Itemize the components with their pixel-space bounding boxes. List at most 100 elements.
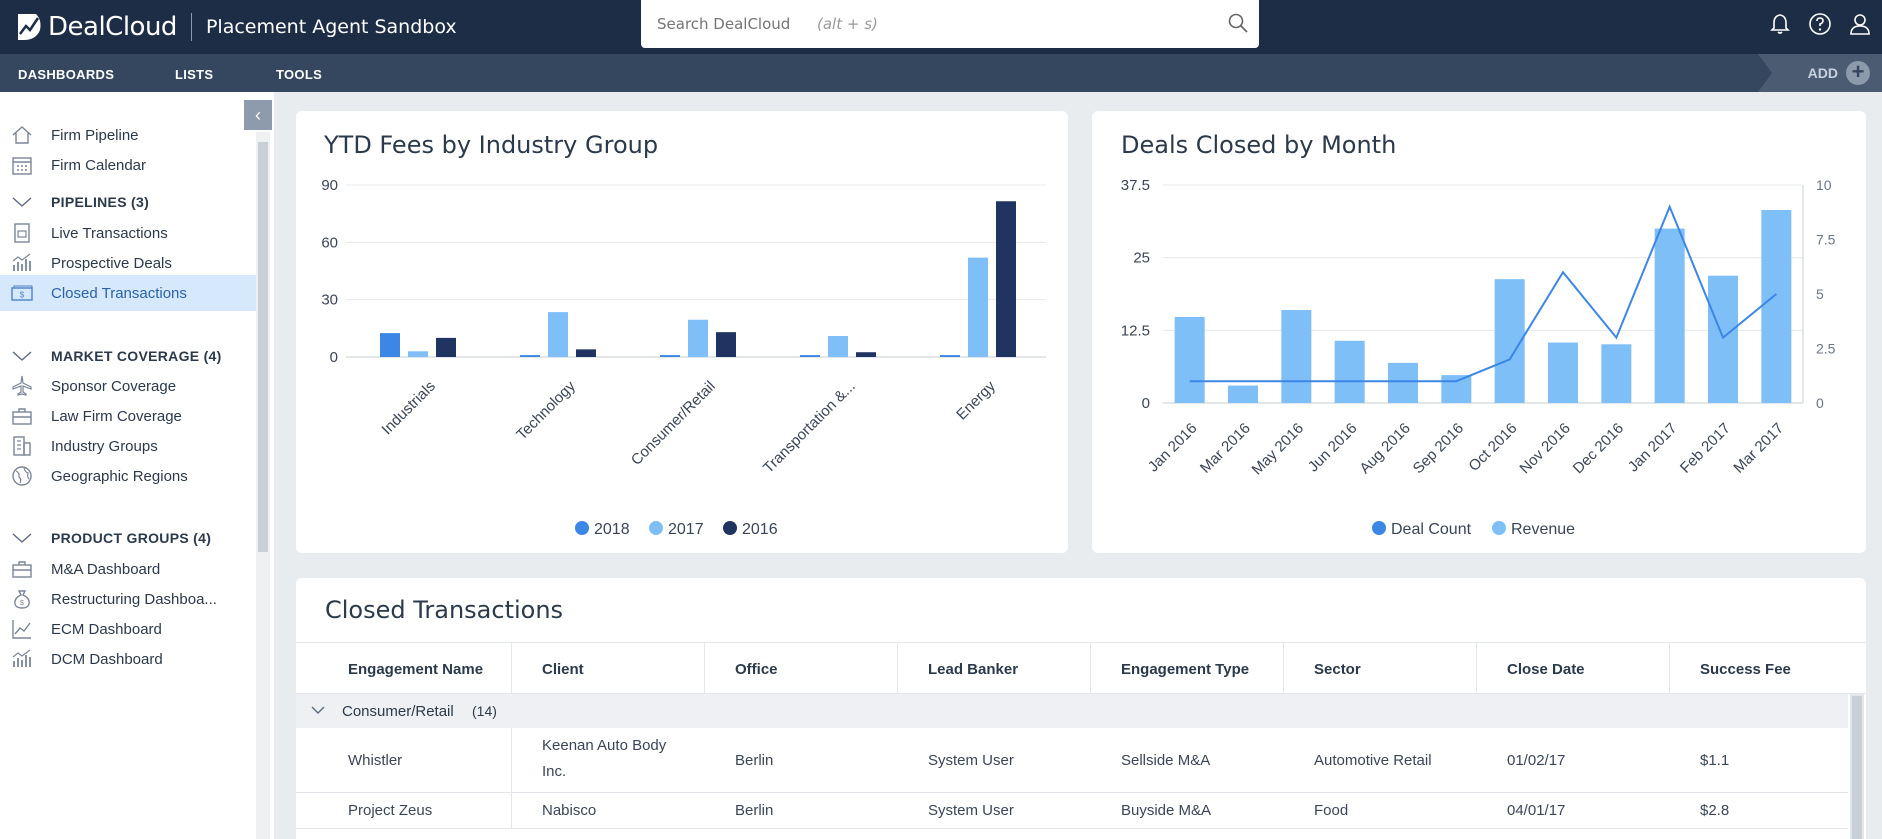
bar-2017[interactable] (548, 312, 568, 357)
column-header[interactable]: Success Fee (1700, 661, 1791, 678)
bar-revenue[interactable] (1228, 385, 1258, 403)
table-cell[interactable]: Project Zeus (348, 802, 433, 819)
bar-revenue[interactable] (1441, 375, 1472, 403)
bar-2017[interactable] (968, 257, 988, 357)
table-row[interactable]: Project Zeus Nabisco Berlin System User Buys… (296, 793, 1848, 829)
bar-2016[interactable] (576, 349, 596, 357)
bar-2016[interactable] (996, 201, 1016, 357)
help-icon[interactable] (1806, 10, 1834, 38)
bar-revenue[interactable] (1494, 279, 1525, 403)
table-row[interactable]: Whistler Keenan Auto Body Inc. Berlin Syste… (296, 728, 1848, 793)
legend-marker[interactable] (1372, 521, 1386, 535)
bar-2018[interactable] (660, 355, 680, 357)
column-divider[interactable] (1476, 643, 1477, 695)
chevron-down-icon[interactable] (10, 526, 34, 550)
sidebar-item-firm-pipeline[interactable]: Firm Pipeline (0, 117, 256, 153)
add-label[interactable]: ADD (1807, 65, 1838, 81)
bar-revenue[interactable] (1708, 275, 1738, 403)
legend-marker[interactable] (1492, 521, 1506, 535)
column-divider[interactable] (1283, 643, 1284, 695)
chevron-down-icon[interactable] (10, 344, 34, 368)
bar-2017[interactable] (408, 351, 428, 357)
add-icon[interactable]: + (1846, 61, 1870, 85)
bar-revenue[interactable] (1601, 344, 1632, 403)
column-header[interactable]: Engagement Name (348, 661, 484, 678)
bar-revenue[interactable] (1654, 228, 1685, 403)
column-divider[interactable] (897, 643, 898, 695)
sidebar-item-restructuring-dashboa[interactable]: $ Restructuring Dashboa... (0, 581, 256, 617)
bar-revenue[interactable] (1174, 316, 1205, 403)
logo[interactable]: DealCloud (16, 12, 177, 42)
column-divider[interactable] (704, 643, 705, 695)
bar-2018[interactable] (940, 355, 960, 357)
table-cell: 01/02/17 (1507, 751, 1566, 769)
bar-revenue[interactable] (1388, 362, 1418, 403)
column-header[interactable]: Sector (1314, 661, 1361, 678)
bar-2018[interactable] (380, 333, 400, 357)
sidebar-item-sponsor-coverage[interactable]: Sponsor Coverage (0, 368, 256, 404)
chevron-down-icon[interactable] (10, 190, 34, 214)
sidebar-item-industry-groups[interactable]: Industry Groups (0, 428, 256, 464)
bar-2018[interactable] (800, 355, 820, 357)
nav-lists[interactable]: LISTS (175, 67, 214, 82)
table-header: Engagement Name Client Office Lead Banker En… (296, 642, 1866, 695)
table-cell[interactable]: Whistler (348, 751, 403, 769)
bar-revenue[interactable] (1548, 342, 1578, 403)
sidebar-item-live-transactions[interactable]: Live Transactions (0, 215, 256, 251)
group-row-consumer-retail[interactable]: Consumer/Retail (14) (296, 694, 1848, 728)
legend-marker[interactable] (649, 521, 663, 535)
sidebar-item-dcm-dashboard[interactable]: DCM Dashboard (0, 641, 256, 677)
collapse-sidebar-button[interactable]: ‹ (244, 100, 272, 130)
legend-label[interactable]: Deal Count (1391, 521, 1472, 538)
column-header[interactable]: Client (542, 661, 584, 678)
search-icon[interactable] (1227, 12, 1249, 34)
nav-tools[interactable]: TOOLS (276, 67, 323, 82)
home-icon (10, 123, 34, 147)
sidebar-item-m-a-dashboard[interactable]: M&A Dashboard (0, 551, 256, 587)
legend-marker[interactable] (575, 521, 589, 535)
y-tick-label: 30 (321, 292, 338, 309)
line-deal-count[interactable] (1189, 204, 1777, 383)
building-icon (10, 434, 34, 458)
bar-revenue[interactable] (1281, 309, 1312, 403)
sidebar-item-closed-transactions[interactable]: $ Closed Transactions (0, 275, 256, 311)
column-divider[interactable] (511, 643, 512, 695)
sidebar-scrollbar[interactable] (258, 142, 268, 552)
bar-2018[interactable] (520, 355, 540, 357)
bar-2016[interactable] (856, 352, 876, 357)
sidebar-group-product-groups-4[interactable]: PRODUCT GROUPS (4) (0, 520, 256, 556)
bar-2016[interactable] (436, 337, 456, 357)
bell-icon[interactable] (1766, 10, 1794, 38)
nav-dashboards[interactable]: DASHBOARDS (18, 67, 115, 82)
sidebar-group-market-coverage-4[interactable]: MARKET COVERAGE (4) (0, 338, 256, 374)
bar-revenue[interactable] (1761, 209, 1792, 403)
bar-2017[interactable] (828, 335, 848, 357)
add-area[interactable]: ADD + (1758, 54, 1882, 92)
sidebar-item-geographic-regions[interactable]: Geographic Regions (0, 458, 256, 494)
sidebar-item-ecm-dashboard[interactable]: ECM Dashboard (0, 611, 256, 647)
sidebar-group-pipelines-3[interactable]: PIPELINES (3) (0, 184, 256, 220)
column-header[interactable]: Office (735, 661, 778, 678)
legend-label[interactable]: 2016 (742, 521, 778, 538)
sidebar-item-law-firm-coverage[interactable]: Law Firm Coverage (0, 398, 256, 434)
chevron-down-icon[interactable] (310, 702, 326, 718)
bar-2017[interactable] (688, 319, 708, 357)
search-input[interactable] (657, 15, 807, 33)
column-divider[interactable] (1090, 643, 1091, 695)
legend-label[interactable]: 2017 (668, 521, 704, 538)
sidebar-item-prospective-deals[interactable]: Prospective Deals (0, 245, 256, 281)
bar-2016[interactable] (716, 332, 736, 357)
legend-label[interactable]: 2018 (594, 521, 630, 538)
column-header[interactable]: Lead Banker (928, 661, 1019, 678)
legend-marker[interactable] (723, 521, 737, 535)
user-icon[interactable] (1846, 10, 1874, 38)
y-tick-label-left: 0 (1142, 395, 1150, 412)
bar-revenue[interactable] (1334, 340, 1365, 403)
table-scrollbar[interactable] (1852, 696, 1862, 839)
sidebar-item-firm-calendar[interactable]: Firm Calendar (0, 147, 256, 183)
search-bar[interactable]: (alt + s) (641, 0, 1259, 48)
column-header[interactable]: Close Date (1507, 661, 1585, 678)
legend-label[interactable]: Revenue (1511, 521, 1575, 538)
column-divider[interactable] (1669, 643, 1670, 695)
column-header[interactable]: Engagement Type (1121, 661, 1250, 678)
